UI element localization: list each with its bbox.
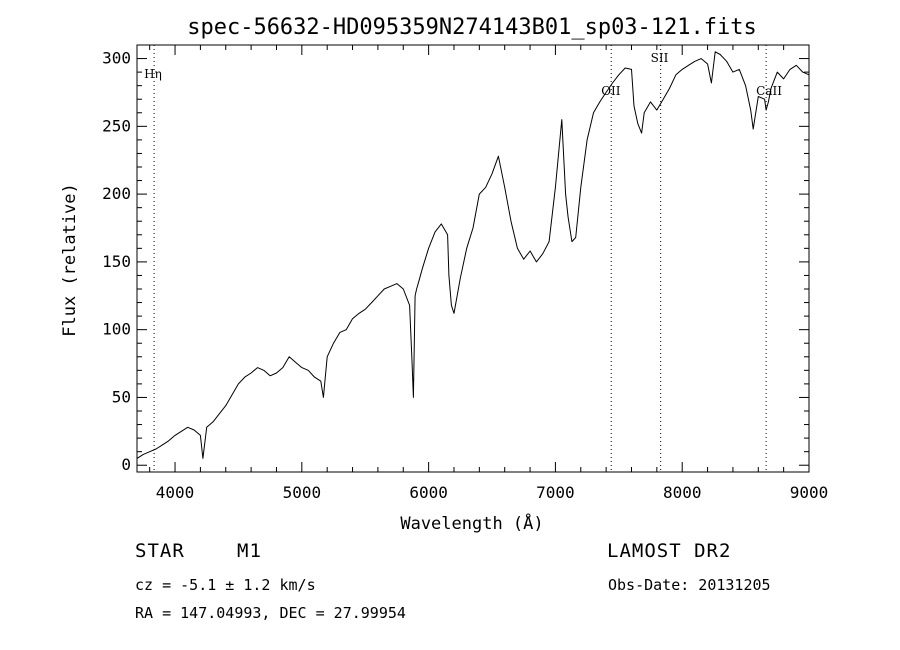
chart-title: spec-56632-HD095359N274143B01_sp03-121.f… <box>187 15 757 40</box>
x-tick-label-3: 7000 <box>536 483 575 502</box>
y-tick-label-5: 250 <box>102 116 131 135</box>
coordinates-text: RA = 147.04993, DEC = 27.99954 <box>135 604 406 622</box>
redshift-text: cz = -5.1 ± 1.2 km/s <box>135 576 316 594</box>
marker-label-0: Hη <box>144 67 162 81</box>
y-tick-label-3: 150 <box>102 252 131 271</box>
line-markers: Hη OII SII CaII <box>144 45 782 472</box>
x-tick-label-1: 5000 <box>283 483 322 502</box>
object-class: STAR <box>135 540 185 562</box>
x-tick-label-0: 4000 <box>156 483 195 502</box>
x-axis-label: Wavelength (Å) <box>400 512 543 534</box>
y-axis: 0 50 100 150 200 250 300 <box>102 49 809 474</box>
marker-label-3: CaII <box>756 84 782 98</box>
survey-name: LAMOST DR2 <box>607 540 732 562</box>
x-tick-label-4: 8000 <box>663 483 702 502</box>
y-axis-label: Flux (relative) <box>60 183 80 337</box>
x-tick-label-5: 9000 <box>790 483 829 502</box>
obs-date-text: Obs-Date: 20131205 <box>608 576 771 594</box>
y-tick-label-4: 200 <box>102 184 131 203</box>
plot-frame <box>136 44 810 473</box>
y-tick-label-2: 100 <box>102 320 131 339</box>
y-tick-label-0: 0 <box>121 455 131 474</box>
y-tick-label-1: 50 <box>112 387 131 406</box>
spectrum-line-0 <box>136 51 810 459</box>
marker-label-1: OII <box>601 84 621 98</box>
object-subclass: M1 <box>237 540 262 562</box>
y-tick-label-6: 300 <box>102 49 131 68</box>
x-axis: 4000 5000 6000 7000 8000 9000 <box>149 45 829 502</box>
marker-label-2: SII <box>651 51 669 65</box>
spectrum-series <box>136 51 810 459</box>
x-tick-label-2: 6000 <box>409 483 448 502</box>
